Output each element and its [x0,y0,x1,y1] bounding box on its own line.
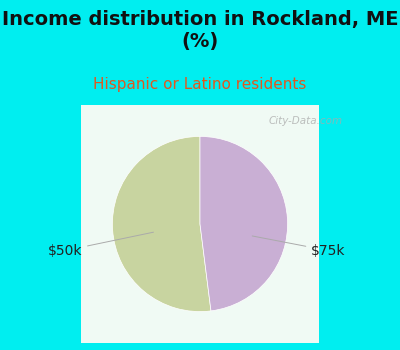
Text: City-Data.com: City-Data.com [268,116,343,126]
Text: $50k: $50k [48,232,154,258]
Wedge shape [112,136,211,312]
Text: $75k: $75k [252,236,346,258]
Text: Income distribution in Rockland, ME
(%): Income distribution in Rockland, ME (%) [2,10,398,51]
Wedge shape [200,136,288,311]
Text: Hispanic or Latino residents: Hispanic or Latino residents [93,77,307,92]
